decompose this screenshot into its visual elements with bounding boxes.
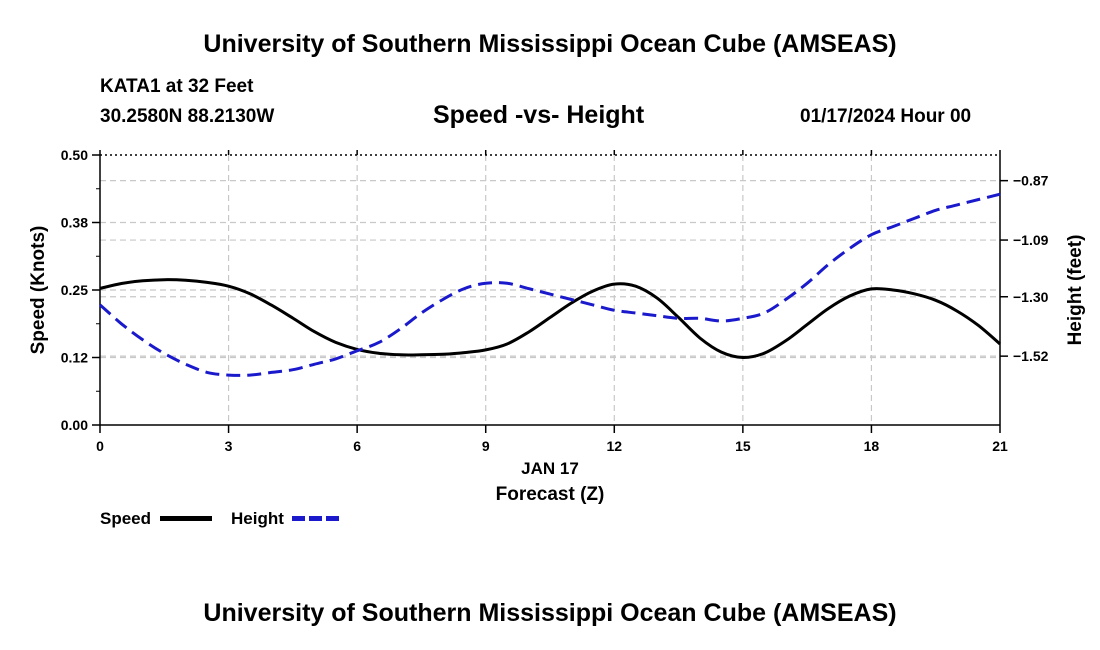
- x-tick-label: 21: [992, 438, 1008, 454]
- x-tick-label: 9: [482, 438, 490, 454]
- station-coordinates: 30.2580N 88.2130W: [100, 106, 275, 127]
- y-tick-label: 0.38: [61, 215, 88, 231]
- chart-subtitle: Speed -vs- Height: [433, 101, 645, 129]
- legend-height-swatch: [292, 516, 342, 521]
- x-tick-label: 15: [735, 438, 751, 454]
- legend-speed-swatch: [160, 516, 212, 521]
- series-line-speed: [99, 278, 1001, 360]
- y-tick-label: 0.50: [61, 147, 88, 163]
- legend-height-label: Height: [231, 509, 284, 528]
- y-tick-label: 0.12: [61, 350, 88, 366]
- y2-tick-label: −1.09: [1013, 232, 1049, 248]
- legend-speed-label: Speed: [100, 509, 152, 528]
- x-tick-label: 12: [606, 438, 622, 454]
- y-axis-title: Speed (Knots): [28, 226, 49, 355]
- x-tick-label: 6: [353, 438, 361, 454]
- station-name: KATA1 at 32 Feet: [100, 76, 254, 97]
- page-title: University of Southern Mississippi Ocean…: [203, 30, 897, 58]
- y2-tick-label: −0.87: [1013, 173, 1049, 189]
- x-axis-date: JAN 17: [521, 459, 579, 478]
- y-tick-label: 0.25: [61, 282, 88, 298]
- series-line-height: [99, 192, 1001, 377]
- x-axis-title: Forecast (Z): [496, 484, 605, 505]
- forecast-date: 01/17/2024 Hour 00: [800, 106, 972, 127]
- y-tick-label: 0.00: [61, 417, 88, 433]
- footer-title: University of Southern Mississippi Ocean…: [203, 599, 897, 627]
- y2-axis-title: Height (feet): [1065, 235, 1086, 346]
- y2-tick-label: −1.30: [1013, 289, 1049, 305]
- x-tick-label: 0: [96, 438, 104, 454]
- x-tick-label: 3: [225, 438, 233, 454]
- x-tick-label: 18: [864, 438, 880, 454]
- y2-tick-label: −1.52: [1013, 348, 1049, 364]
